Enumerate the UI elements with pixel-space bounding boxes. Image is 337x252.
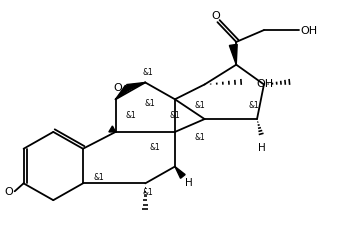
Text: H: H bbox=[258, 142, 266, 152]
Text: OH: OH bbox=[256, 79, 274, 89]
Text: &1: &1 bbox=[125, 110, 136, 119]
Text: &1: &1 bbox=[145, 98, 156, 107]
Text: &1: &1 bbox=[93, 172, 104, 181]
Polygon shape bbox=[229, 45, 237, 66]
Polygon shape bbox=[175, 167, 185, 179]
Text: O: O bbox=[211, 11, 220, 21]
Polygon shape bbox=[109, 127, 116, 132]
Text: &1: &1 bbox=[170, 110, 180, 119]
Text: &1: &1 bbox=[150, 143, 160, 152]
Text: &1: &1 bbox=[194, 100, 205, 109]
Text: OH: OH bbox=[300, 26, 317, 36]
Polygon shape bbox=[127, 83, 145, 91]
Text: O: O bbox=[4, 186, 13, 197]
Text: O: O bbox=[113, 83, 122, 93]
Text: &1: &1 bbox=[143, 187, 154, 196]
Text: &1: &1 bbox=[194, 133, 205, 142]
Text: &1: &1 bbox=[143, 68, 154, 77]
Text: H: H bbox=[185, 178, 193, 188]
Text: &1: &1 bbox=[249, 100, 259, 109]
Polygon shape bbox=[116, 86, 129, 100]
